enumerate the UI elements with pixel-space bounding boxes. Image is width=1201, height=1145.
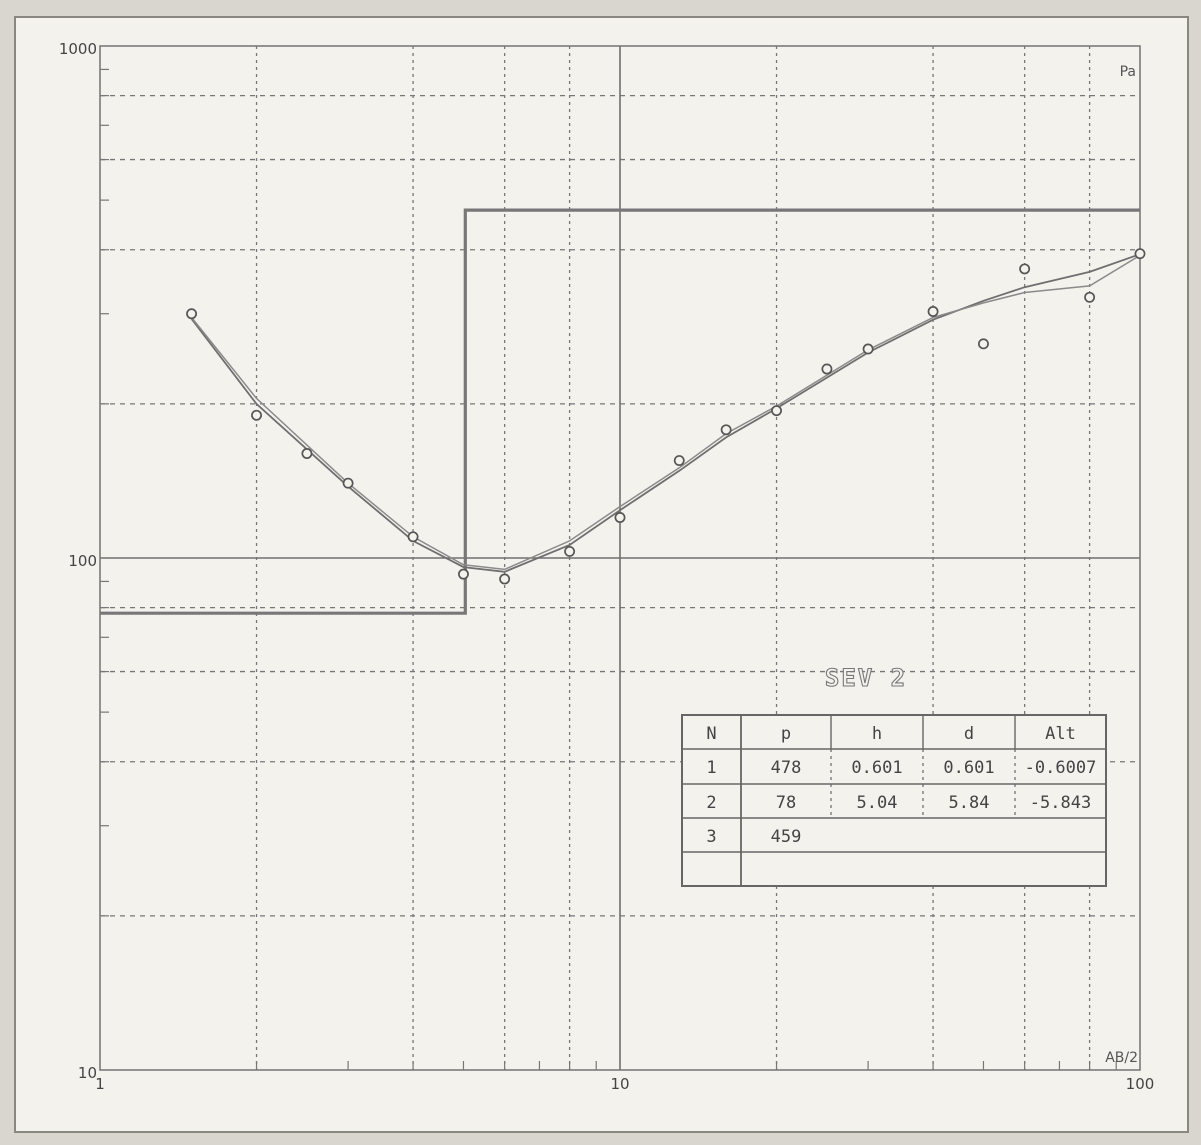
table-cell: 78 <box>776 793 796 813</box>
table-header-cell: h <box>872 724 882 744</box>
x-tick-label: 100 <box>1126 1075 1155 1093</box>
table-cell: 0.601 <box>851 758 902 778</box>
x-tick-label: 1 <box>95 1075 105 1093</box>
data-point <box>564 545 576 557</box>
data-point <box>821 363 833 375</box>
data-point <box>499 573 511 585</box>
data-point <box>1019 263 1031 275</box>
data-point <box>614 512 626 523</box>
table-cell: 2 <box>706 793 716 813</box>
table-cell: 5.04 <box>857 793 898 813</box>
chart-title: SEV 2 <box>825 664 907 692</box>
table-header-cell: N <box>706 724 716 744</box>
y-tick-label: 1000 <box>59 40 97 58</box>
table-cell: 5.84 <box>949 793 990 813</box>
data-point <box>1084 291 1096 303</box>
table-cell: 478 <box>771 758 802 778</box>
table-header-cell: p <box>781 724 791 744</box>
table-header-cell: d <box>964 724 974 744</box>
table-border <box>681 714 1107 887</box>
grid <box>100 46 1140 1070</box>
data-point <box>673 455 685 467</box>
series-layer <box>100 208 1146 615</box>
y-tick-label: 10 <box>78 1064 97 1082</box>
table-cell: -5.843 <box>1030 793 1091 813</box>
table-cell: 0.601 <box>943 758 994 778</box>
plot-frame <box>14 16 1189 1133</box>
data-point <box>186 308 198 320</box>
data-point <box>927 306 939 317</box>
data-point <box>1134 248 1146 260</box>
table-cell: -0.6007 <box>1025 758 1097 778</box>
plot-area-border <box>99 45 1141 1071</box>
data-point <box>251 409 262 421</box>
y-axis-label: Pa <box>1120 64 1136 80</box>
fitted-curve-line <box>190 253 1141 573</box>
data-point <box>978 338 989 350</box>
data-point <box>771 405 782 417</box>
fitted-curve-line <box>191 254 1141 571</box>
data-point <box>407 531 419 543</box>
table-cell: 1 <box>706 758 716 778</box>
y-tick-label: 100 <box>68 552 97 570</box>
data-point <box>458 568 469 580</box>
x-axis-label: AB/2 <box>1105 1050 1138 1066</box>
data-point <box>862 343 874 355</box>
table-header-cell: Alt <box>1045 724 1076 744</box>
x-tick-label: 10 <box>610 1075 629 1093</box>
data-point <box>720 424 732 436</box>
layer-model-line <box>100 208 1140 615</box>
data-point <box>342 477 354 489</box>
table-cell: 3 <box>706 827 716 847</box>
table-cell: 459 <box>771 827 802 847</box>
data-point <box>301 448 313 459</box>
